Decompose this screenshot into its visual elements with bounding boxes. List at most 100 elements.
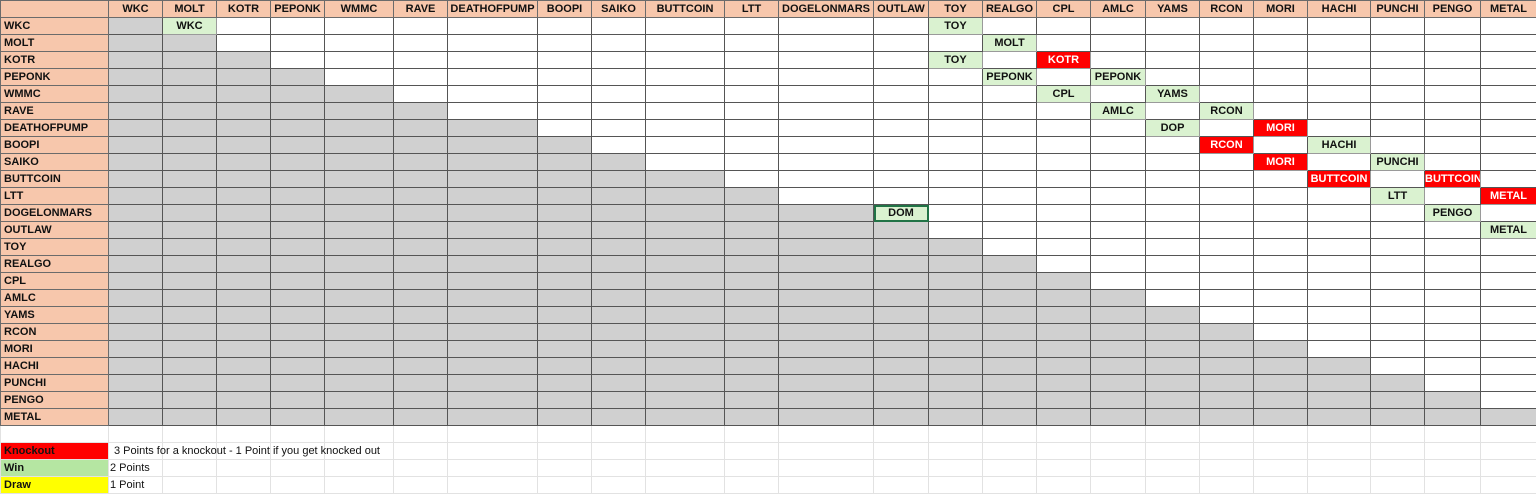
match-cell[interactable]: [1254, 69, 1308, 86]
unused-cell[interactable]: [109, 18, 163, 35]
unused-cell[interactable]: [271, 120, 325, 137]
row-header-pengo[interactable]: PENGO: [1, 392, 109, 409]
unused-cell[interactable]: [217, 375, 271, 392]
match-cell[interactable]: [1371, 358, 1425, 375]
row-header-ltt[interactable]: LTT: [1, 188, 109, 205]
match-cell[interactable]: [325, 18, 394, 35]
match-cell[interactable]: [983, 205, 1037, 222]
unused-cell[interactable]: [1091, 358, 1146, 375]
unused-cell[interactable]: [1037, 273, 1091, 290]
unused-cell[interactable]: [1146, 307, 1200, 324]
empty-cell[interactable]: [1425, 460, 1481, 477]
empty-cell[interactable]: [725, 426, 779, 443]
match-cell[interactable]: [1037, 35, 1091, 52]
row-header-metal[interactable]: METAL: [1, 409, 109, 426]
unused-cell[interactable]: [325, 222, 394, 239]
unused-cell[interactable]: [325, 290, 394, 307]
unused-cell[interactable]: [725, 256, 779, 273]
unused-cell[interactable]: [983, 273, 1037, 290]
empty-cell[interactable]: [1, 426, 109, 443]
match-cell[interactable]: [1425, 239, 1481, 256]
match-cell[interactable]: [779, 86, 874, 103]
unused-cell[interactable]: [448, 358, 538, 375]
match-cell[interactable]: [646, 154, 725, 171]
unused-cell[interactable]: [163, 222, 217, 239]
unused-cell[interactable]: [725, 358, 779, 375]
unused-cell[interactable]: [1481, 409, 1536, 426]
match-cell[interactable]: [325, 69, 394, 86]
unused-cell[interactable]: [163, 409, 217, 426]
empty-cell[interactable]: [394, 477, 448, 494]
unused-cell[interactable]: [325, 205, 394, 222]
row-header-hachi[interactable]: HACHI: [1, 358, 109, 375]
unused-cell[interactable]: [592, 205, 646, 222]
match-cell[interactable]: [1200, 86, 1254, 103]
unused-cell[interactable]: [109, 69, 163, 86]
match-cell[interactable]: [1254, 188, 1308, 205]
match-cell[interactable]: [1308, 18, 1371, 35]
match-cell[interactable]: [1371, 120, 1425, 137]
row-header-yams[interactable]: YAMS: [1, 307, 109, 324]
match-cell[interactable]: [1371, 18, 1425, 35]
match-cell[interactable]: [779, 69, 874, 86]
unused-cell[interactable]: [1371, 392, 1425, 409]
unused-cell[interactable]: [325, 358, 394, 375]
result-cell[interactable]: BUTTCOIN: [1308, 171, 1371, 188]
unused-cell[interactable]: [448, 392, 538, 409]
unused-cell[interactable]: [325, 239, 394, 256]
match-cell[interactable]: [1037, 137, 1091, 154]
match-cell[interactable]: [1200, 52, 1254, 69]
empty-cell[interactable]: [592, 443, 646, 460]
match-cell[interactable]: [929, 120, 983, 137]
unused-cell[interactable]: [538, 188, 592, 205]
match-cell[interactable]: [448, 52, 538, 69]
unused-cell[interactable]: [538, 341, 592, 358]
corner-cell[interactable]: [1, 1, 109, 18]
unused-cell[interactable]: [725, 392, 779, 409]
match-cell[interactable]: [646, 69, 725, 86]
unused-cell[interactable]: [592, 358, 646, 375]
match-cell[interactable]: [1481, 69, 1536, 86]
unused-cell[interactable]: [109, 188, 163, 205]
unused-cell[interactable]: [538, 171, 592, 188]
unused-cell[interactable]: [163, 188, 217, 205]
match-cell[interactable]: [1200, 205, 1254, 222]
unused-cell[interactable]: [217, 256, 271, 273]
match-cell[interactable]: [983, 103, 1037, 120]
unused-cell[interactable]: [929, 324, 983, 341]
match-cell[interactable]: [271, 18, 325, 35]
match-cell[interactable]: [1200, 307, 1254, 324]
match-cell[interactable]: [1200, 188, 1254, 205]
unused-cell[interactable]: [1200, 358, 1254, 375]
unused-cell[interactable]: [448, 154, 538, 171]
match-cell[interactable]: [725, 137, 779, 154]
unused-cell[interactable]: [448, 409, 538, 426]
match-cell[interactable]: [1146, 273, 1200, 290]
unused-cell[interactable]: [394, 358, 448, 375]
match-cell[interactable]: [1371, 256, 1425, 273]
empty-cell[interactable]: [1146, 477, 1200, 494]
match-cell[interactable]: [1371, 205, 1425, 222]
unused-cell[interactable]: [1037, 290, 1091, 307]
match-cell[interactable]: [779, 103, 874, 120]
match-cell[interactable]: [1254, 86, 1308, 103]
match-cell[interactable]: [1371, 341, 1425, 358]
match-cell[interactable]: [874, 154, 929, 171]
unused-cell[interactable]: [109, 324, 163, 341]
unused-cell[interactable]: [538, 273, 592, 290]
match-cell[interactable]: [1308, 52, 1371, 69]
unused-cell[interactable]: [394, 256, 448, 273]
unused-cell[interactable]: [109, 103, 163, 120]
match-cell[interactable]: [592, 52, 646, 69]
match-cell[interactable]: [538, 52, 592, 69]
row-header-saiko[interactable]: SAIKO: [1, 154, 109, 171]
match-cell[interactable]: [1037, 69, 1091, 86]
match-cell[interactable]: [1308, 86, 1371, 103]
match-cell[interactable]: [1037, 256, 1091, 273]
unused-cell[interactable]: [592, 154, 646, 171]
unused-cell[interactable]: [163, 290, 217, 307]
empty-cell[interactable]: [983, 460, 1037, 477]
result-cell[interactable]: CPL: [1037, 86, 1091, 103]
match-cell[interactable]: [394, 18, 448, 35]
unused-cell[interactable]: [779, 290, 874, 307]
